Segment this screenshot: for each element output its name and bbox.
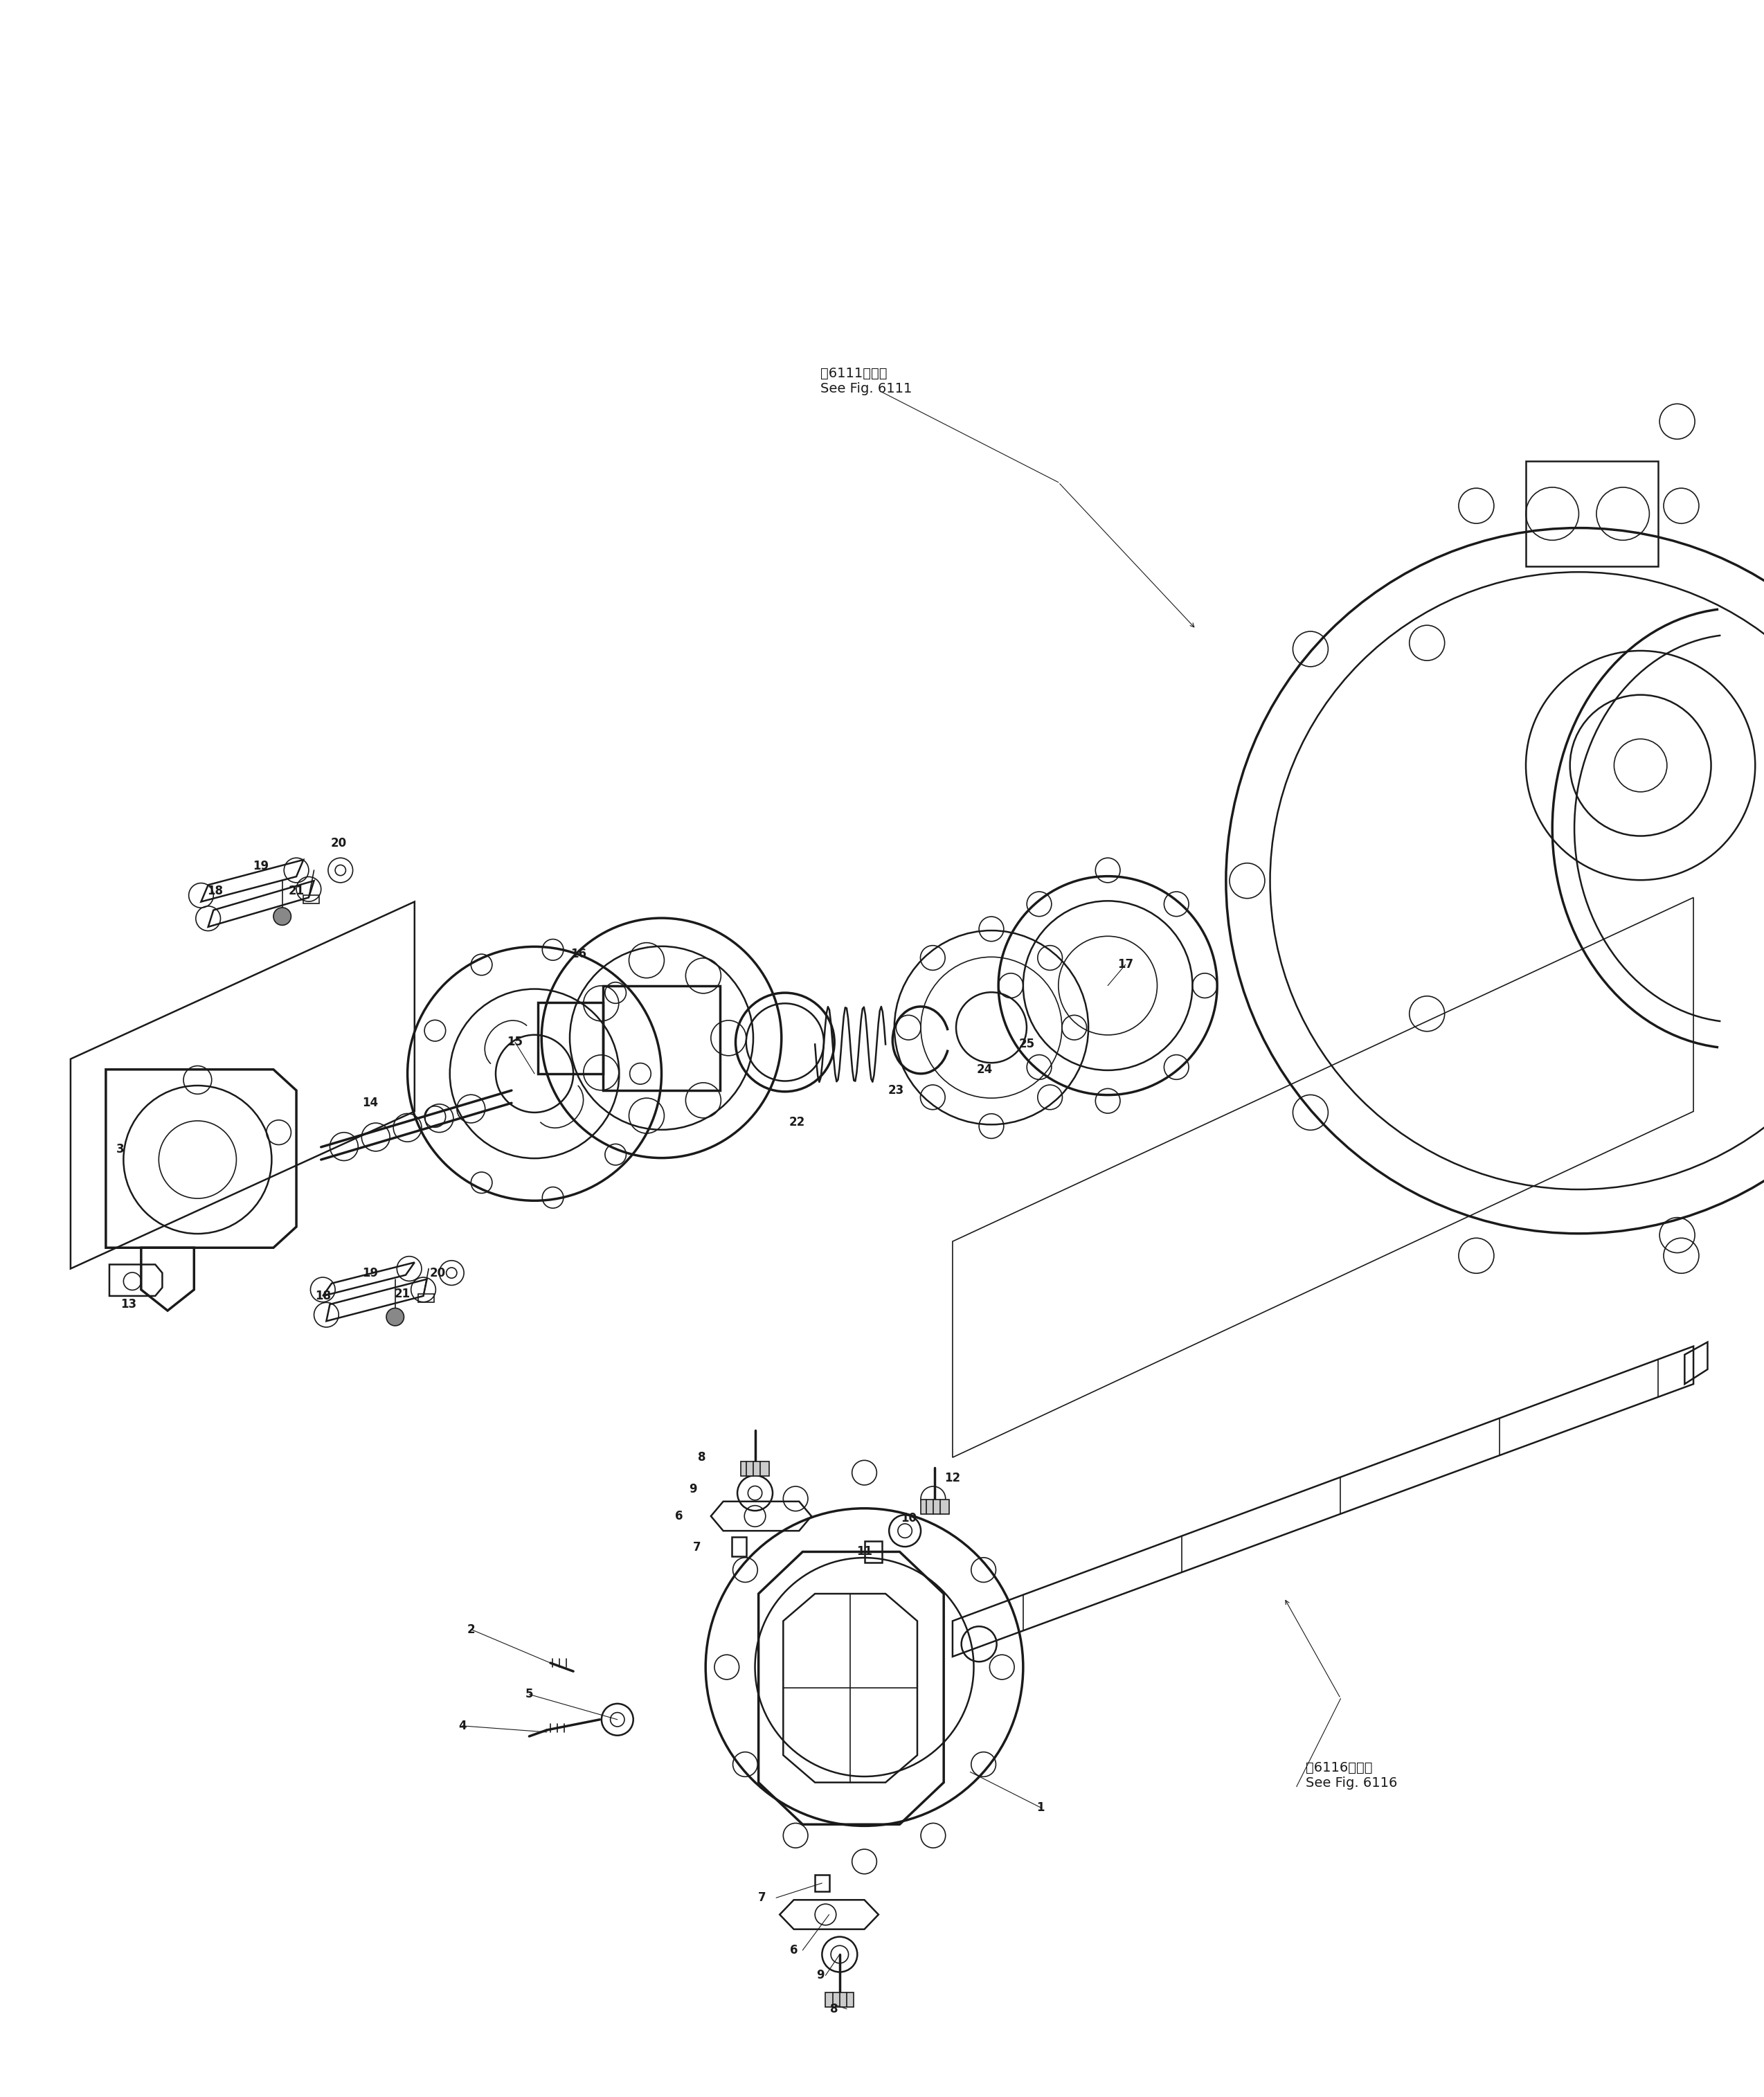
Text: 23: 23 xyxy=(887,1084,905,1097)
Text: 6: 6 xyxy=(676,1510,683,1522)
Text: 22: 22 xyxy=(789,1116,806,1128)
Circle shape xyxy=(386,1309,404,1325)
Text: 12: 12 xyxy=(944,1472,961,1485)
Text: 15: 15 xyxy=(506,1036,524,1048)
Text: 19: 19 xyxy=(252,860,270,872)
Text: 7: 7 xyxy=(759,1891,766,1904)
Text: 1: 1 xyxy=(1037,1801,1044,1814)
Text: 25: 25 xyxy=(1018,1038,1035,1051)
Polygon shape xyxy=(826,1992,854,2007)
Text: 2: 2 xyxy=(467,1623,475,1636)
Text: 17: 17 xyxy=(1117,958,1134,971)
Text: 16: 16 xyxy=(570,948,587,960)
Text: 21: 21 xyxy=(393,1288,411,1300)
Text: 5: 5 xyxy=(526,1688,533,1701)
Text: 4: 4 xyxy=(459,1720,466,1732)
Text: 14: 14 xyxy=(362,1097,379,1109)
Circle shape xyxy=(273,908,291,925)
Text: 11: 11 xyxy=(856,1545,873,1558)
Text: 8: 8 xyxy=(699,1451,706,1464)
Polygon shape xyxy=(921,1499,949,1514)
Text: 第6111図参照
See Fig. 6111: 第6111図参照 See Fig. 6111 xyxy=(820,367,912,396)
Text: 24: 24 xyxy=(975,1063,993,1076)
Text: 20: 20 xyxy=(429,1267,446,1279)
Polygon shape xyxy=(741,1462,769,1476)
Text: 9: 9 xyxy=(817,1969,824,1982)
Text: 21: 21 xyxy=(288,885,305,898)
Text: 18: 18 xyxy=(314,1290,332,1302)
Text: 3: 3 xyxy=(116,1143,123,1155)
Text: 10: 10 xyxy=(900,1512,917,1525)
Text: 第6116図参照
See Fig. 6116: 第6116図参照 See Fig. 6116 xyxy=(1305,1761,1397,1791)
Text: 13: 13 xyxy=(120,1298,138,1311)
Text: 9: 9 xyxy=(690,1483,697,1495)
Text: 7: 7 xyxy=(693,1541,700,1554)
Text: 18: 18 xyxy=(206,885,224,898)
Text: 8: 8 xyxy=(831,2003,838,2015)
Text: 19: 19 xyxy=(362,1267,379,1279)
Text: 6: 6 xyxy=(790,1944,797,1957)
Text: 20: 20 xyxy=(330,837,348,849)
